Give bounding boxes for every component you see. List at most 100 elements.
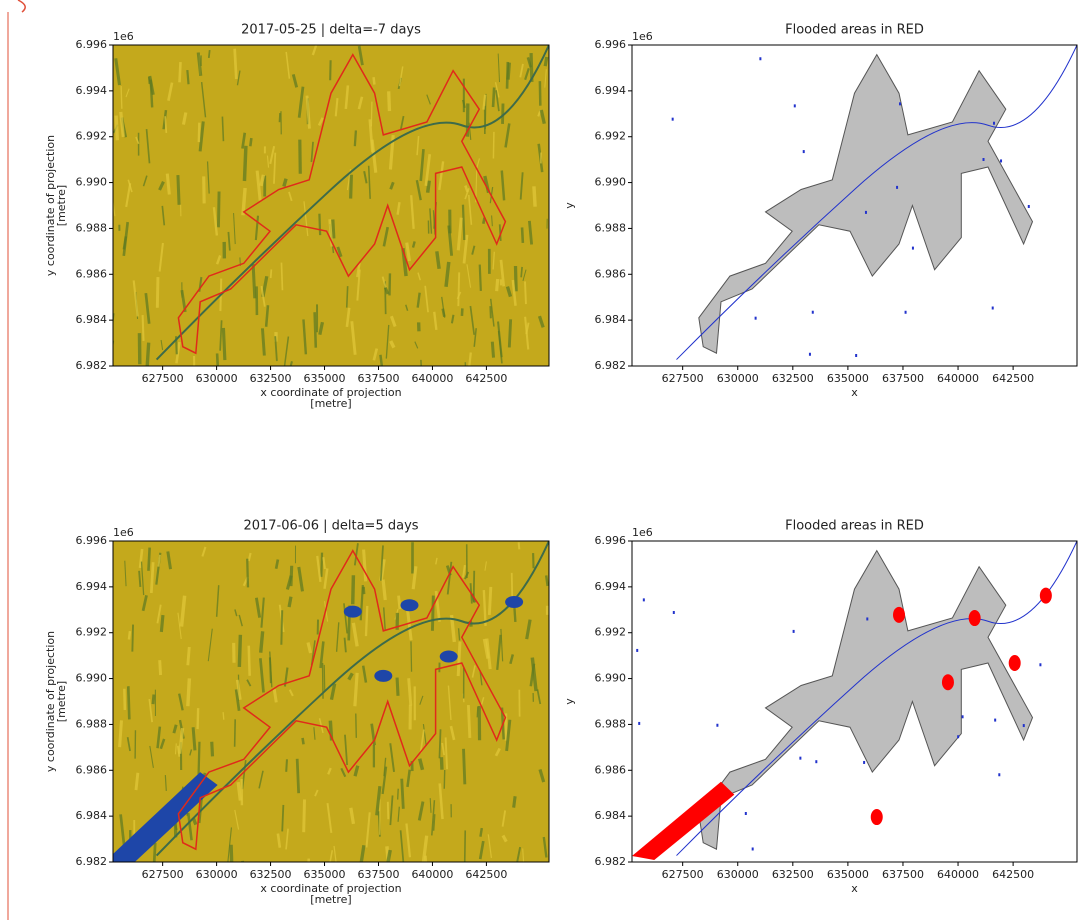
texture [186,69,190,85]
texture [473,328,477,347]
texture [311,45,318,56]
texture [430,595,435,631]
texture [215,255,222,265]
texture [495,90,500,112]
texture [462,564,466,578]
y-tick-label: 6.988 [595,221,627,234]
texture [221,116,225,142]
texture [280,610,284,645]
texture [336,246,343,258]
texture [527,220,534,245]
texture [287,596,293,608]
texture [466,705,472,739]
texture [489,298,495,327]
texture [397,806,400,822]
water-pixel [992,121,995,125]
y-tick-label: 6.994 [595,580,627,593]
y-tick-label: 6.984 [595,313,627,326]
water-pixel [991,306,994,310]
texture [415,179,422,201]
texture [258,658,265,693]
texture [303,201,309,237]
y-tick-label: 6.986 [76,763,108,776]
texture [126,686,131,720]
texture [145,129,151,164]
texture [164,775,167,792]
texture [539,109,546,125]
water-pixel [911,246,914,250]
texture [297,566,304,592]
texture [522,848,525,862]
texture [141,595,148,612]
texture [490,341,496,358]
texture [323,664,326,692]
texture [323,568,329,589]
offset-text: 1e6 [113,526,134,539]
texture [389,315,397,328]
texture [457,628,461,641]
texture [305,95,311,129]
texture [424,154,432,187]
texture [349,174,353,199]
texture [447,685,452,721]
texture [340,767,347,778]
texture [507,319,513,348]
texture [375,786,382,816]
offset-text: 1e6 [113,30,134,43]
texture [281,804,285,832]
texture [288,689,294,697]
texture [151,694,156,705]
texture [295,758,301,794]
texture [416,135,420,156]
texture [241,132,247,149]
texture [361,665,368,683]
texture [319,641,325,669]
x-tick-label: 630000 [196,868,238,881]
texture [478,840,485,860]
texture [316,555,322,583]
texture [179,595,187,627]
texture [152,842,157,862]
texture [125,88,130,98]
texture [234,689,241,711]
texture [536,689,542,705]
texture [276,833,282,848]
texture [273,152,277,184]
y-tick-label: 6.986 [595,763,627,776]
x-tick-label: 642500 [992,868,1034,881]
texture [482,589,487,626]
texture [456,217,463,251]
texture [509,654,515,665]
texture [176,175,181,205]
texture [476,706,479,718]
texture [417,801,425,821]
texture [122,236,128,250]
water-pixel [671,117,674,121]
texture [145,342,151,366]
texture [389,795,394,826]
texture [416,292,421,308]
panel-title: Flooded areas in RED [785,519,924,534]
texture [124,560,127,587]
texture [282,178,288,187]
texture [491,215,493,227]
texture [159,738,166,750]
texture [126,737,131,752]
texture [439,757,444,770]
texture [285,828,289,850]
y-tick-label: 6.994 [595,84,627,97]
flood-zone [698,53,1034,354]
texture [396,201,401,215]
texture [269,145,276,165]
texture [148,698,153,723]
texture [435,251,441,270]
y-axis-label: y coordinate of projection [44,631,57,772]
texture [426,94,431,105]
texture [524,281,527,305]
y-tick-label: 6.990 [76,176,108,189]
flooded [632,781,735,860]
x-tick-label: 632500 [250,868,292,881]
texture [246,679,252,687]
texture [278,113,281,123]
